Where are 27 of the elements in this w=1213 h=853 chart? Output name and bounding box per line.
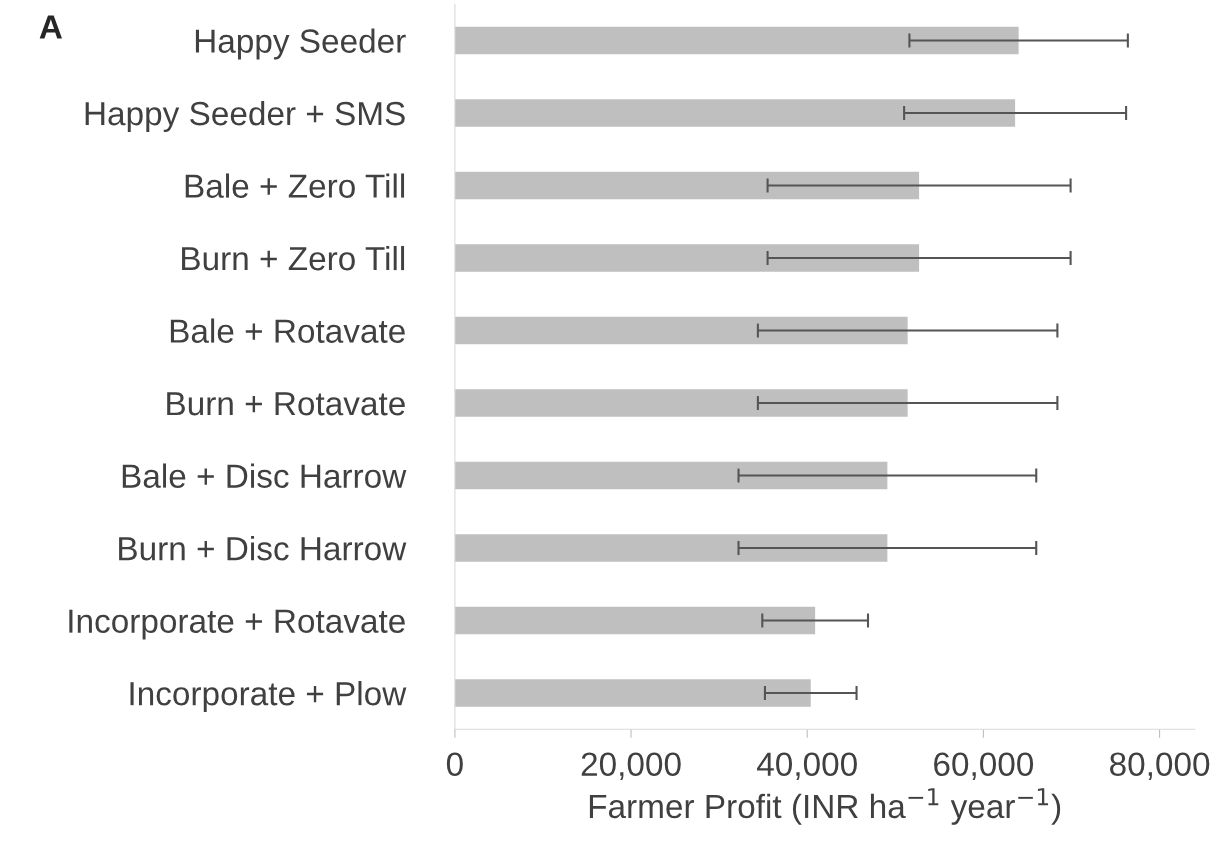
bar [454, 534, 888, 562]
y-tick-label: Bale + Rotavate [170, 318, 405, 343]
text: A [39, 15, 63, 39]
bar [454, 679, 811, 707]
x-tick-label: 0 [446, 752, 463, 777]
bar [454, 389, 908, 417]
y-tick-label: Incorporate + Rotavate [69, 609, 405, 640]
x-tick-label: 40,000 [757, 752, 857, 780]
bar [454, 606, 816, 635]
y-tick-label: Burn + Disc Harrow [119, 535, 407, 561]
bar [454, 244, 920, 272]
bar [454, 461, 888, 490]
y-tick-label: Incorporate + Plow [130, 680, 407, 713]
x-tick-label: 80,000 [1110, 752, 1210, 780]
x-tick-label: 60,000 [934, 752, 1034, 780]
y-tick-label: Burn + Rotavate [167, 392, 405, 416]
y-tick-label: Happy Seeder + SMS [85, 100, 405, 133]
x-tick-label: 20,000 [581, 752, 681, 780]
x-axis-title: Farmer Profit (INR ha$^{−1}$ year$^{−1}$) [589, 788, 1061, 825]
y-tick-label: Happy Seeder [195, 28, 406, 60]
y-tick-label: Burn + Zero Till [182, 245, 405, 271]
y-tick-label: Bale + Zero Till [185, 173, 405, 198]
bar [454, 99, 1016, 127]
bar [454, 171, 920, 200]
bar [454, 316, 908, 345]
bar [454, 26, 1019, 55]
y-tick-label: Bale + Disc Harrow [122, 463, 407, 488]
